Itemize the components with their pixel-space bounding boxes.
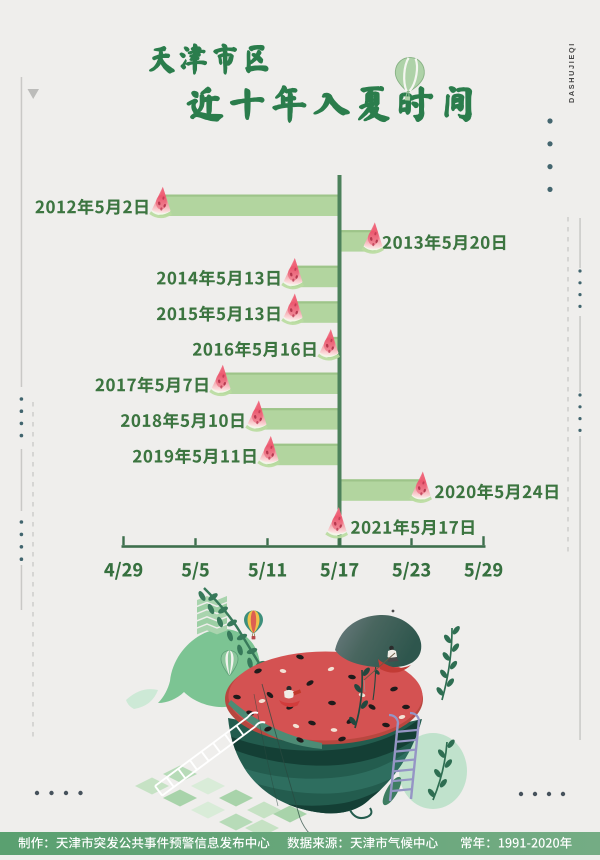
svg-text:DASHUJIEQI: DASHUJIEQI (567, 42, 576, 103)
